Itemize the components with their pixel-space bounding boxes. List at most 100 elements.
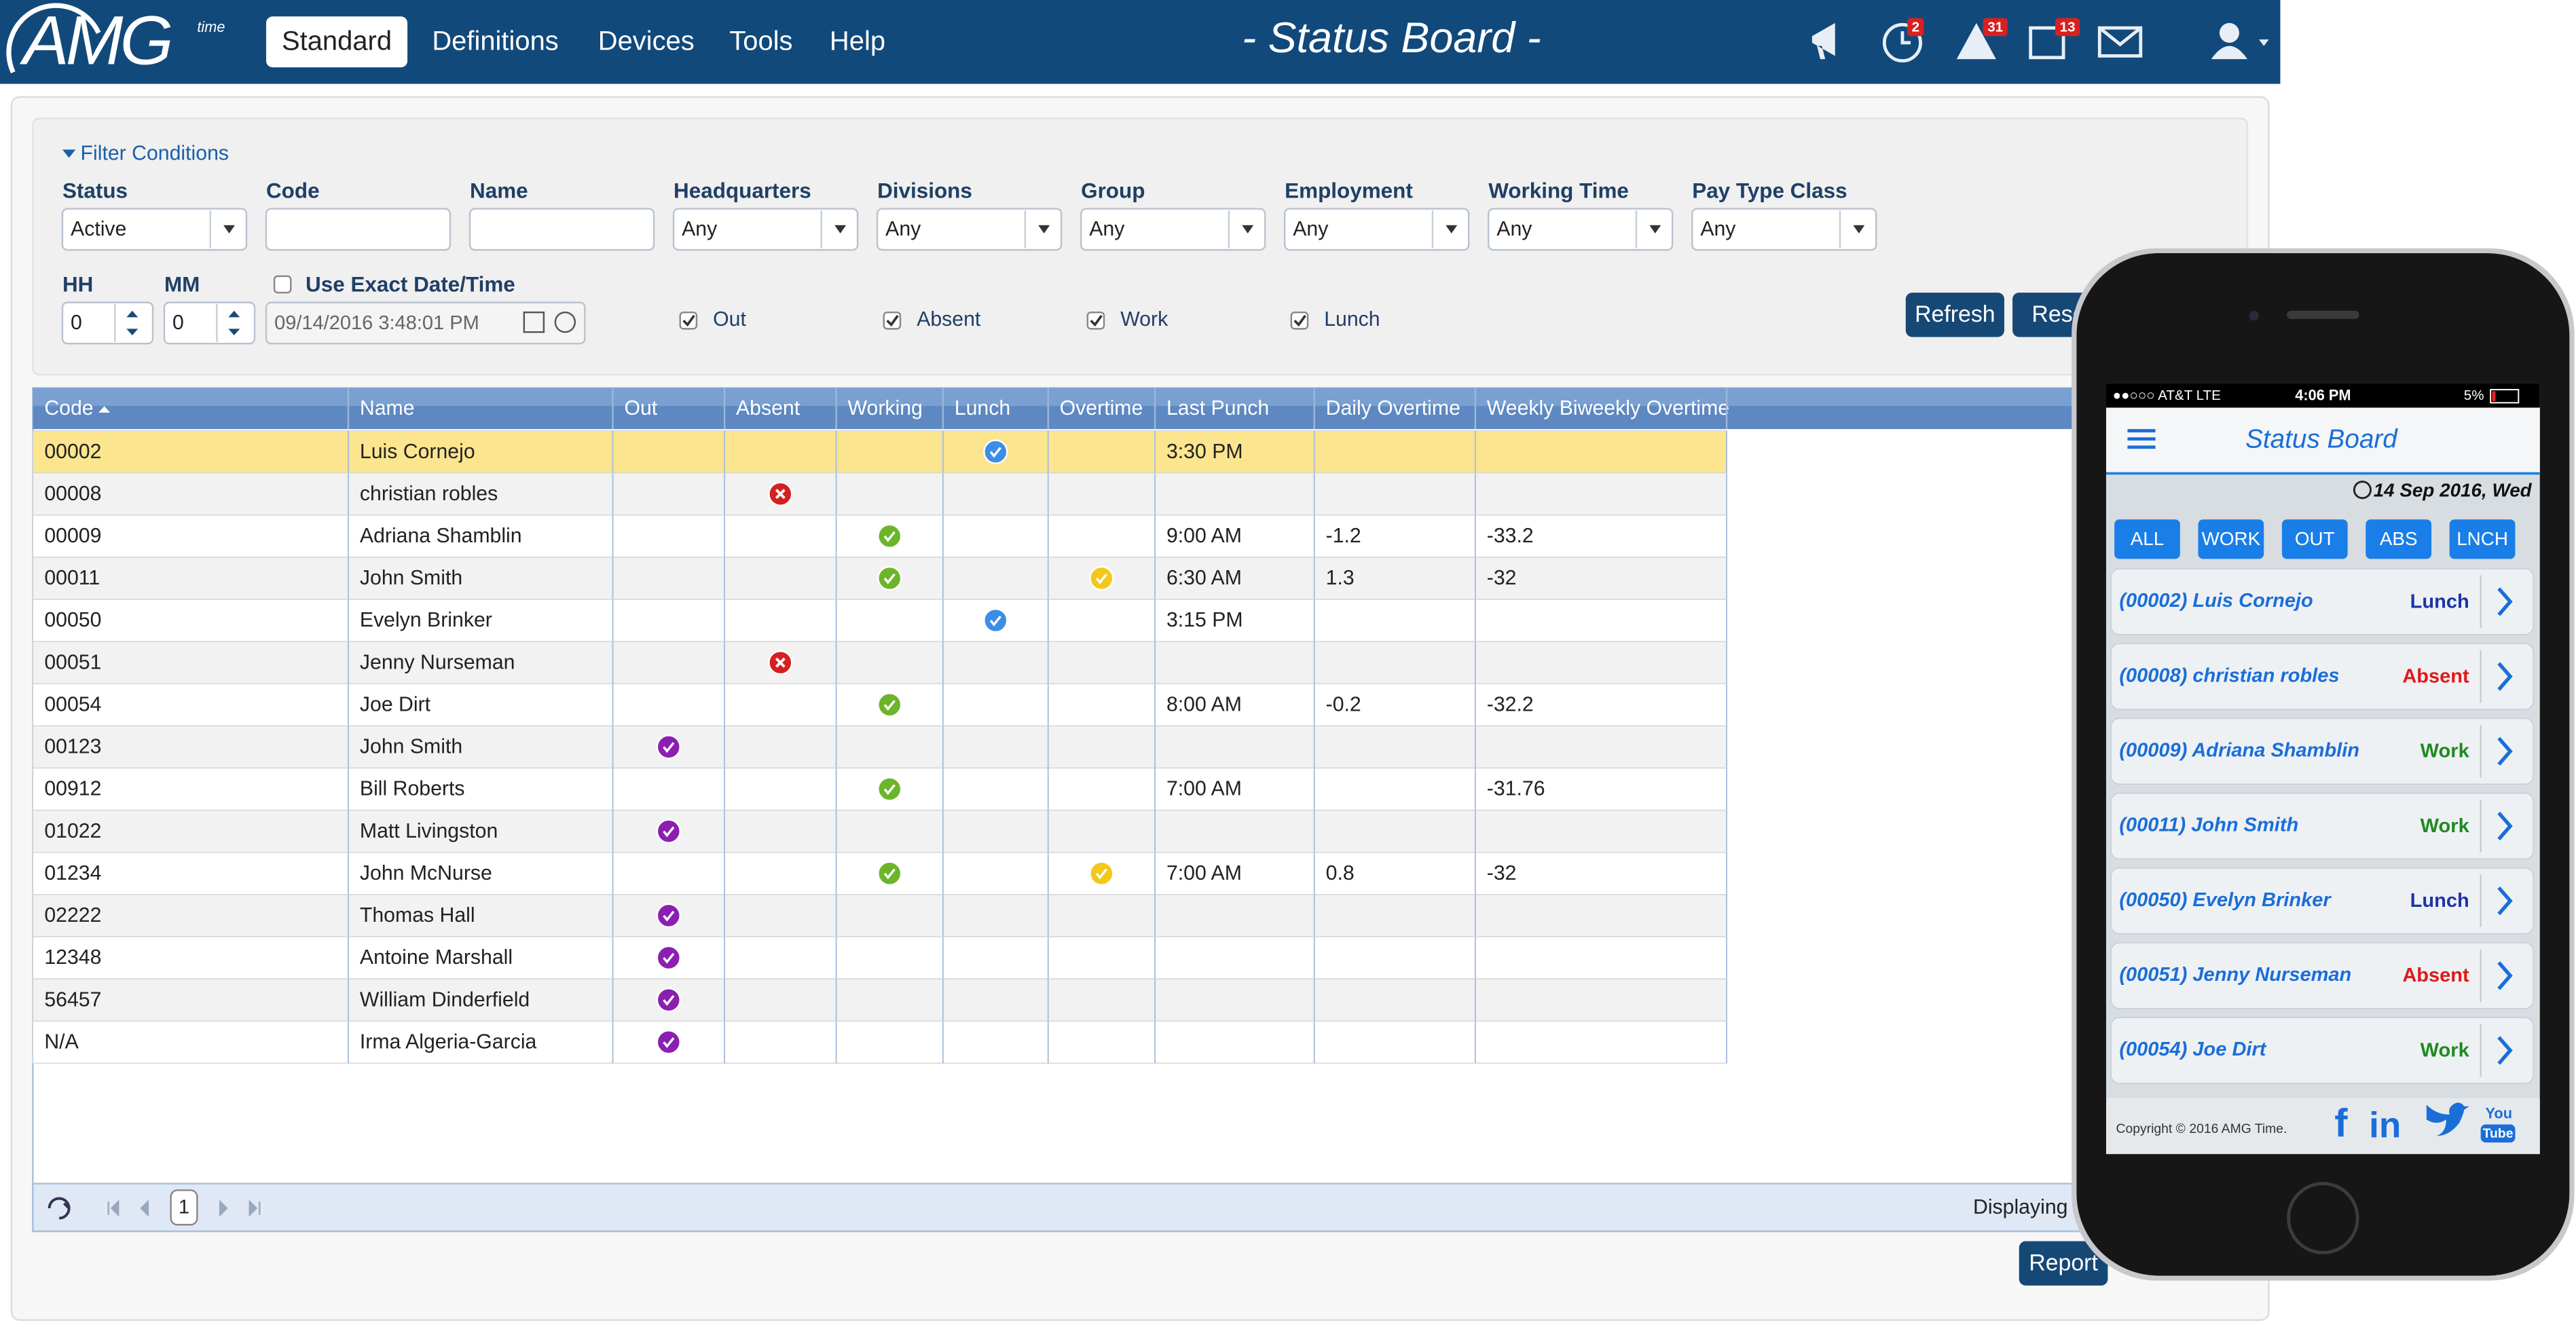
reload-icon[interactable] — [48, 1197, 71, 1220]
filter-tab[interactable] — [2281, 519, 2348, 559]
list-item[interactable] — [2110, 1017, 2534, 1084]
grid-row[interactable] — [32, 894, 1727, 937]
logo-sub: time — [197, 18, 225, 35]
select-box[interactable] — [1283, 208, 1470, 251]
text-input[interactable] — [265, 208, 452, 251]
filter-tab[interactable] — [2198, 519, 2264, 559]
user-head[interactable] — [2219, 22, 2239, 43]
grid-row[interactable] — [32, 978, 1727, 1022]
nav-item[interactable]: Devices — [598, 26, 695, 56]
social-facebook[interactable]: f — [2334, 1101, 2348, 1145]
column-header[interactable]: Lunch — [955, 397, 1010, 419]
nav-item[interactable]: Tools — [729, 26, 792, 56]
list-item[interactable] — [2110, 792, 2534, 860]
field-label: Divisions — [877, 179, 972, 203]
button[interactable] — [1905, 293, 2004, 337]
calendar-icon[interactable] — [2029, 26, 2065, 60]
cell-text: 01022 — [44, 820, 101, 842]
list-item[interactable] — [2110, 643, 2534, 710]
text-input[interactable] — [468, 208, 655, 251]
cell-text: Adriana Shamblin — [360, 525, 522, 547]
status-icon-glyph — [663, 826, 675, 838]
nav-item[interactable]: Standard — [282, 26, 392, 56]
pager-nav[interactable] — [107, 1199, 261, 1217]
select-box[interactable] — [1487, 208, 1674, 251]
announce-icon[interactable] — [1811, 22, 1835, 60]
filter-toggle[interactable]: Filter Conditions — [81, 143, 229, 165]
status-icon — [656, 987, 681, 1013]
page-title: - Status Board - — [1242, 14, 1541, 62]
select-box[interactable] — [672, 208, 859, 251]
social-linkedin[interactable]: in — [2369, 1105, 2401, 1145]
alert-icon[interactable] — [1956, 22, 1996, 60]
report-button[interactable] — [2019, 1241, 2108, 1286]
nav-item[interactable]: Help — [830, 26, 885, 56]
grid-row[interactable] — [32, 472, 1727, 516]
select-arrow — [1242, 225, 1254, 234]
datetime-input[interactable] — [265, 301, 586, 345]
filter-tab[interactable] — [2114, 519, 2180, 559]
select-box[interactable] — [1691, 208, 1877, 251]
status-icon-glyph — [663, 995, 675, 1006]
phone-speaker — [2287, 310, 2359, 319]
grid-row[interactable] — [32, 809, 1727, 853]
checkbox[interactable] — [883, 311, 902, 330]
phone-home-button[interactable] — [2287, 1182, 2359, 1254]
spinner[interactable] — [61, 301, 154, 345]
column-header[interactable]: Overtime — [1060, 397, 1143, 419]
status-icon — [877, 777, 902, 802]
spinner[interactable] — [163, 301, 256, 345]
list-item[interactable] — [2110, 717, 2534, 785]
social-youtube[interactable]: You — [2486, 1105, 2512, 1122]
cell-text: 0.8 — [1326, 862, 1355, 884]
field-label: Group — [1081, 179, 1145, 203]
checkmark — [886, 314, 899, 327]
checkbox[interactable] — [679, 311, 698, 330]
column-header[interactable]: Working — [848, 397, 923, 419]
select-box[interactable] — [876, 208, 1063, 251]
social-youtube-box — [2480, 1124, 2516, 1143]
select-box[interactable] — [1080, 208, 1266, 251]
main-layer: AMG time Standard Definitions Devices Tools He… — [19, 2, 2269, 1286]
grid-row[interactable] — [32, 641, 1727, 684]
column-header[interactable]: Code — [44, 397, 93, 419]
column-header[interactable]: Name — [360, 397, 415, 419]
social-twitter[interactable] — [2426, 1102, 2469, 1136]
clock-icon[interactable] — [1882, 22, 1922, 63]
clock-hands — [1900, 31, 1911, 45]
list-item[interactable] — [2110, 568, 2534, 635]
page-box[interactable] — [170, 1189, 198, 1226]
column-header[interactable]: Last Punch — [1166, 397, 1269, 419]
checkbox[interactable] — [273, 275, 292, 294]
select-value: Any — [1496, 218, 1532, 240]
column-header[interactable]: Absent — [736, 397, 801, 419]
grid-row[interactable] — [32, 936, 1727, 979]
checkmark — [1090, 314, 1103, 327]
select-value: Any — [1700, 218, 1736, 240]
column-header[interactable]: Out — [624, 397, 657, 419]
checkbox[interactable] — [1086, 311, 1105, 330]
grid-row[interactable] — [32, 430, 1727, 474]
checkbox[interactable] — [1290, 311, 1309, 330]
status-icon — [656, 819, 681, 844]
phone-menu-icon[interactable] — [2127, 429, 2156, 449]
filter-tab[interactable] — [2449, 519, 2516, 559]
list-item[interactable] — [2110, 867, 2534, 935]
checkbox-label: Out — [713, 308, 746, 331]
list-item[interactable] — [2110, 942, 2534, 1009]
overtime-icon-glyph — [1095, 868, 1107, 880]
grid-row[interactable] — [32, 1020, 1727, 1064]
time-btn[interactable] — [554, 311, 576, 333]
calendar-btn[interactable] — [523, 311, 545, 333]
column-header[interactable]: Weekly Biweekly Overtime — [1487, 397, 1729, 419]
grid-row[interactable] — [32, 725, 1727, 769]
mail-icon[interactable] — [2097, 26, 2143, 58]
grid-row[interactable] — [32, 599, 1727, 642]
nav-item[interactable]: Definitions — [432, 26, 558, 56]
field-label: Pay Type Class — [1692, 179, 1847, 203]
phone-clock-icon — [2353, 481, 2372, 500]
select-box[interactable] — [61, 208, 248, 251]
column-header[interactable]: Daily Overtime — [1326, 397, 1460, 419]
filter-tab[interactable] — [2366, 519, 2432, 559]
